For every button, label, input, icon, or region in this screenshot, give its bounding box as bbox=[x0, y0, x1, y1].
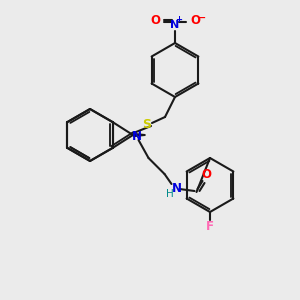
Text: O: O bbox=[150, 14, 160, 28]
Text: H: H bbox=[166, 189, 173, 199]
Text: N: N bbox=[172, 182, 182, 194]
Text: −: − bbox=[198, 13, 206, 23]
Text: F: F bbox=[206, 220, 214, 233]
Text: O: O bbox=[190, 14, 200, 28]
Text: O: O bbox=[202, 169, 212, 182]
Text: N: N bbox=[170, 20, 180, 30]
Text: +: + bbox=[176, 16, 182, 25]
Text: N: N bbox=[131, 130, 142, 142]
Text: S: S bbox=[142, 118, 152, 131]
